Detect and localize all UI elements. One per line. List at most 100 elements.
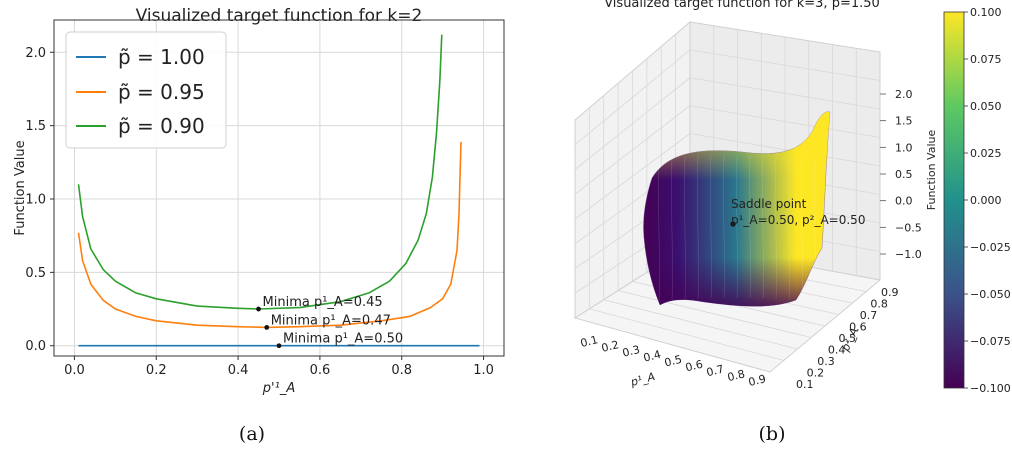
series-line-1 [77,141,462,329]
saddle-point-title: Saddle point [731,197,807,211]
right-ytick-label: 0.1 [796,378,814,391]
left-ytick-label: 1.5 [25,119,46,134]
right-xtick-label: 0.5 [663,353,683,370]
colorbar-tick-label: 0.025 [970,147,1002,160]
colorbar-tick-label: 0.000 [970,194,1002,207]
colorbar-tick-label: −0.075 [970,335,1011,348]
colorbar [943,11,965,389]
legend-label-p100: p̃ = 1.00 [118,45,205,69]
mesh-line [658,158,660,302]
right-axis-ticks: 0.1 0.2 0.3 0.4 0.5 0.6 0.7 0.8 0.9 0.10.20.30.40… [579,88,922,391]
right-ztick-label: 0.0 [895,195,913,208]
pane-gridline [618,290,812,338]
right-ztick-label: −1.0 [895,248,922,261]
right-ytick-label: 0.6 [849,321,867,334]
mesh-line [749,154,751,299]
right-ytick-label: 0.8 [870,298,888,311]
mesh-line [684,156,686,300]
pane-gridline [603,299,798,350]
mesh-line [710,154,712,299]
caption-a: (a) [239,423,265,445]
left-legend: p̃ = 1.00 p̃ = 0.95 p̃ = 0.90 [65,31,227,149]
right-ytick-label: 0.7 [860,309,878,322]
right-chart-3d: Visualized target function for k=3, p̃=1… [573,0,1011,395]
minima-label: Minima p¹_A=0.50 [283,332,403,347]
surface-mesh [658,153,816,302]
left-ticks: 0.0 0.2 0.4 0.6 0.8 1.0 0.0 0.5 1.0 1.5 2.0 [25,46,494,378]
caption-b: (b) [759,423,786,445]
colorbar-tick-label: 0.050 [970,100,1002,113]
mesh-line [723,154,725,299]
right-ztick-label: 1.0 [895,141,913,154]
right-ytick-label: 0.5 [839,332,857,345]
left-xtick-label: 0.2 [146,363,167,378]
colorbar-tick-label: 0.100 [970,6,1002,19]
right-xtick-label: 0.2 [600,338,620,355]
left-xtick-label: 0.0 [64,363,85,378]
legend-label-p095: p̃ = 0.95 [118,80,205,104]
left-chart-title: Visualized target function for k=2 [136,6,423,26]
right-zlabel: Function Value [925,130,938,211]
left-xtick-label: 0.4 [228,363,249,378]
left-xtick-label: 1.0 [473,363,494,378]
right-xtick-label: 0.3 [621,343,641,360]
pane-gridline [589,308,784,361]
right-ytick-label: 0.2 [807,367,825,380]
mesh-line [697,155,699,299]
colorbar-ticks: 0.100 0.075 0.050 0.025 0.000 −0.025 −0.050 −0.… [964,6,1011,395]
minima-label: Minima p¹_A=0.47 [271,313,391,328]
right-ztick-label: 1.5 [895,115,913,128]
mesh-line [814,158,816,302]
left-xtick-label: 0.8 [391,363,412,378]
legend-box [65,31,227,149]
mesh-line [801,157,803,301]
left-ytick-label: 0.5 [25,266,46,281]
right-chart-title: Visualized target function for k=3, p̃=1… [604,0,880,11]
surface-shading [643,111,830,307]
right-ztick-label: −0.5 [895,221,922,234]
right-xlabel: p¹_A [628,370,656,389]
colorbar-tick-label: −0.100 [970,382,1011,395]
saddle-point-marker [730,221,736,227]
mesh-line [775,155,777,299]
mesh-line [762,154,764,299]
left-ytick-label: 2.0 [25,46,46,61]
mesh-line [736,153,738,299]
left-chart: Visualized target function for k=2 0.0 0.… [13,6,505,396]
left-ytick-label: 0.0 [25,339,46,354]
colorbar-tick-label: 0.075 [970,53,1002,66]
mesh-line [671,157,673,301]
series-line-2 [77,34,443,310]
saddle-point-label: p¹_A=0.50, p²_A=0.50 [731,213,865,227]
right-ylabel: p²_A [839,326,862,355]
colorbar-tick-label: −0.050 [970,288,1011,301]
right-xtick-label: 0.7 [705,362,725,379]
colorbar-tick-label: −0.025 [970,241,1011,254]
right-xtick-label: 0.8 [726,367,746,384]
left-annotations: Minima p¹_A=0.45 Minima p¹_A=0.47 Minima p… [256,295,403,349]
right-xtick-label: 0.9 [747,372,767,389]
minima-marker [276,343,282,349]
right-ytick-label: 0.9 [881,286,899,299]
saddle-surface [643,111,831,307]
right-ytick-label: 0.3 [817,355,835,368]
minima-label: Minima p¹_A=0.45 [263,295,383,310]
right-ytick-label: 0.4 [828,344,846,357]
right-xtick-label: 0.4 [642,348,662,365]
minima-marker [256,306,261,312]
legend-label-p090: p̃ = 0.90 [118,114,205,138]
minima-marker [264,324,270,330]
right-xtick-label: 0.1 [579,333,599,350]
mesh-line [788,156,790,300]
left-xlabel: p'¹_A [262,381,295,396]
right-ztick-label: 2.0 [895,88,913,101]
left-xtick-label: 0.6 [310,363,331,378]
pane-gridline [689,133,881,167]
right-ztick-label: 0.5 [895,168,913,181]
left-ylabel: Function Value [13,140,28,235]
left-plot-frame [53,19,505,357]
left-ytick-label: 1.0 [25,193,46,208]
pane-gridline [574,133,691,220]
right-xtick-label: 0.6 [684,358,704,375]
